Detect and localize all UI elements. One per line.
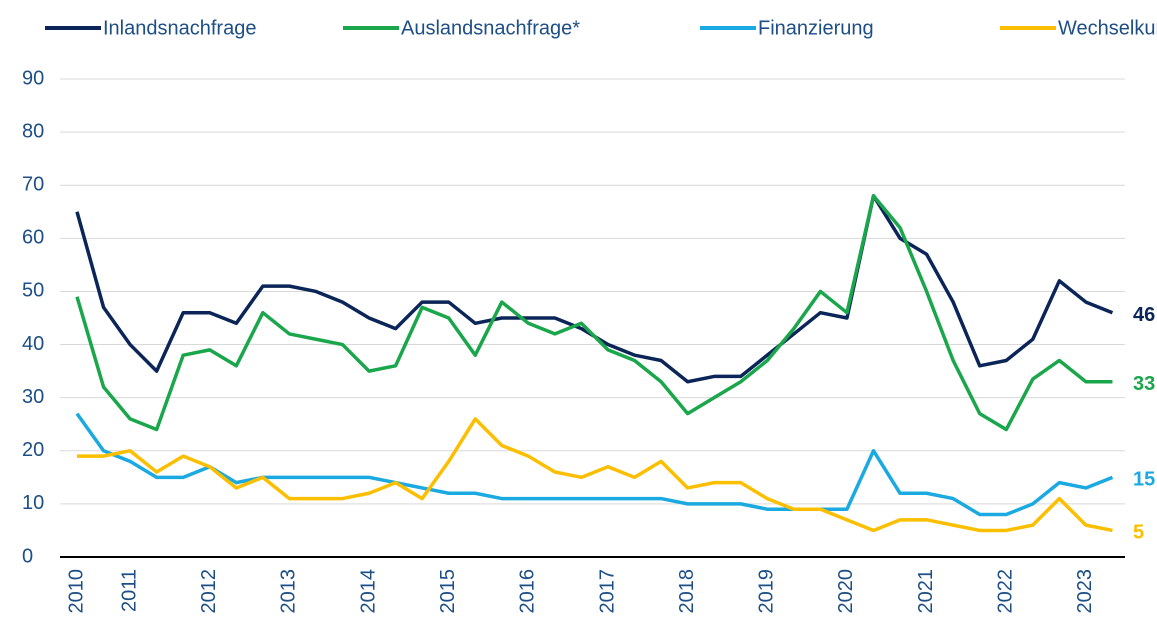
end-label: 15 [1133,469,1155,491]
x-tick-label: 2011 [118,569,140,612]
legend-label: Auslandsnachfrage* [401,17,580,39]
y-tick-label: 90 [22,67,44,89]
y-tick-label: 10 [22,492,44,514]
y-tick-label: 40 [22,333,44,355]
x-tick-label: 2014 [357,569,379,614]
x-tick-label: 2016 [517,569,539,614]
legend-label: Wechselkurs* [1058,17,1157,39]
y-tick-label: 30 [22,386,44,408]
x-tick-label: 2015 [437,569,459,614]
x-tick-label: 2012 [198,569,220,614]
y-tick-label: 80 [22,120,44,142]
x-tick-label: 2010 [65,569,87,614]
line-series [77,417,1113,533]
x-tick-label: 2023 [1074,569,1096,614]
x-tick-label: 2021 [915,569,937,614]
x-tick-label: 2022 [995,569,1017,614]
end-label: 33 [1133,373,1155,395]
x-tick-label: 2017 [596,569,618,614]
line-series [75,412,1114,517]
line-series [75,194,1114,384]
legend-label: Inlandsnachfrage [103,17,256,39]
y-tick-label: 20 [22,439,44,461]
y-tick-label: 50 [22,280,44,302]
legend-label: Finanzierung [758,17,874,39]
y-tick-label: 60 [22,227,44,249]
x-tick-label: 2019 [756,569,778,614]
line-series [75,194,1113,432]
x-tick-label: 2013 [278,569,300,614]
x-tick-label: 2020 [835,569,857,614]
end-label: 5 [1133,522,1144,544]
x-tick-label: 2018 [676,569,698,614]
end-label: 46 [1133,304,1155,326]
y-tick-label: 70 [22,174,44,196]
y-tick-label: 0 [22,545,33,567]
